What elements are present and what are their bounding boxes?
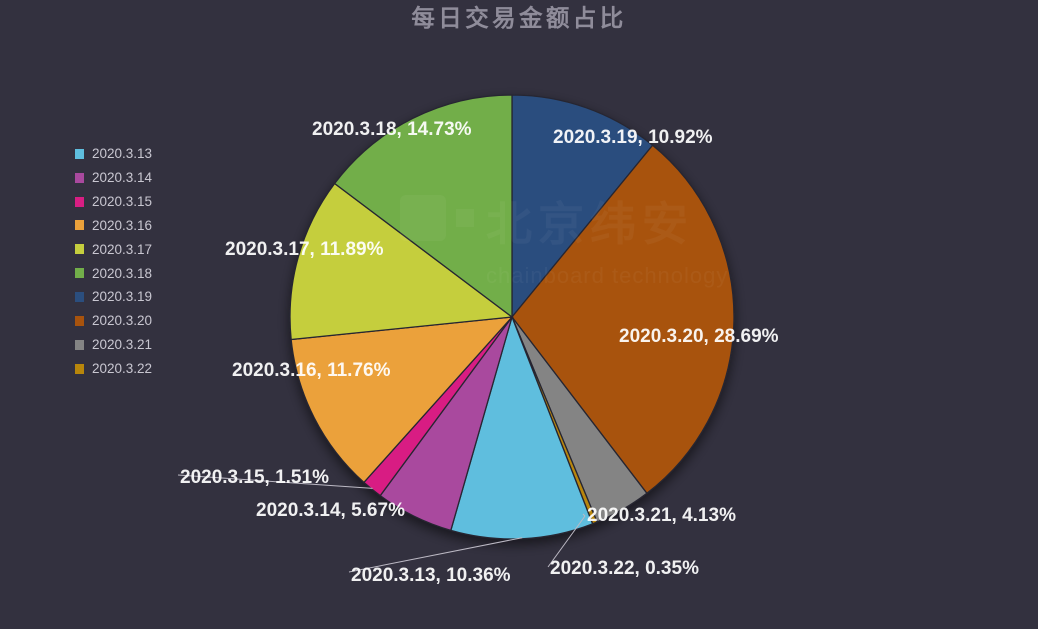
- svg-text:2020.3.14, 5.67%: 2020.3.14, 5.67%: [256, 500, 405, 521]
- svg-text:2020.3.20, 28.69%: 2020.3.20, 28.69%: [619, 326, 779, 347]
- svg-text:2020.3.22, 0.35%: 2020.3.22, 0.35%: [550, 558, 699, 579]
- svg-text:2020.3.19, 10.92%: 2020.3.19, 10.92%: [553, 127, 713, 148]
- svg-text:2020.3.18, 14.73%: 2020.3.18, 14.73%: [312, 119, 472, 140]
- svg-text:2020.3.15, 1.51%: 2020.3.15, 1.51%: [180, 467, 329, 488]
- svg-text:2020.3.13, 10.36%: 2020.3.13, 10.36%: [351, 565, 511, 586]
- svg-text:2020.3.16, 11.76%: 2020.3.16, 11.76%: [232, 360, 391, 381]
- svg-text:2020.3.17, 11.89%: 2020.3.17, 11.89%: [225, 239, 384, 260]
- svg-text:2020.3.21, 4.13%: 2020.3.21, 4.13%: [587, 505, 736, 526]
- svg-text:chainboard technology: chainboard technology: [486, 263, 728, 288]
- svg-text:北京纬安: 北京纬安: [486, 198, 694, 250]
